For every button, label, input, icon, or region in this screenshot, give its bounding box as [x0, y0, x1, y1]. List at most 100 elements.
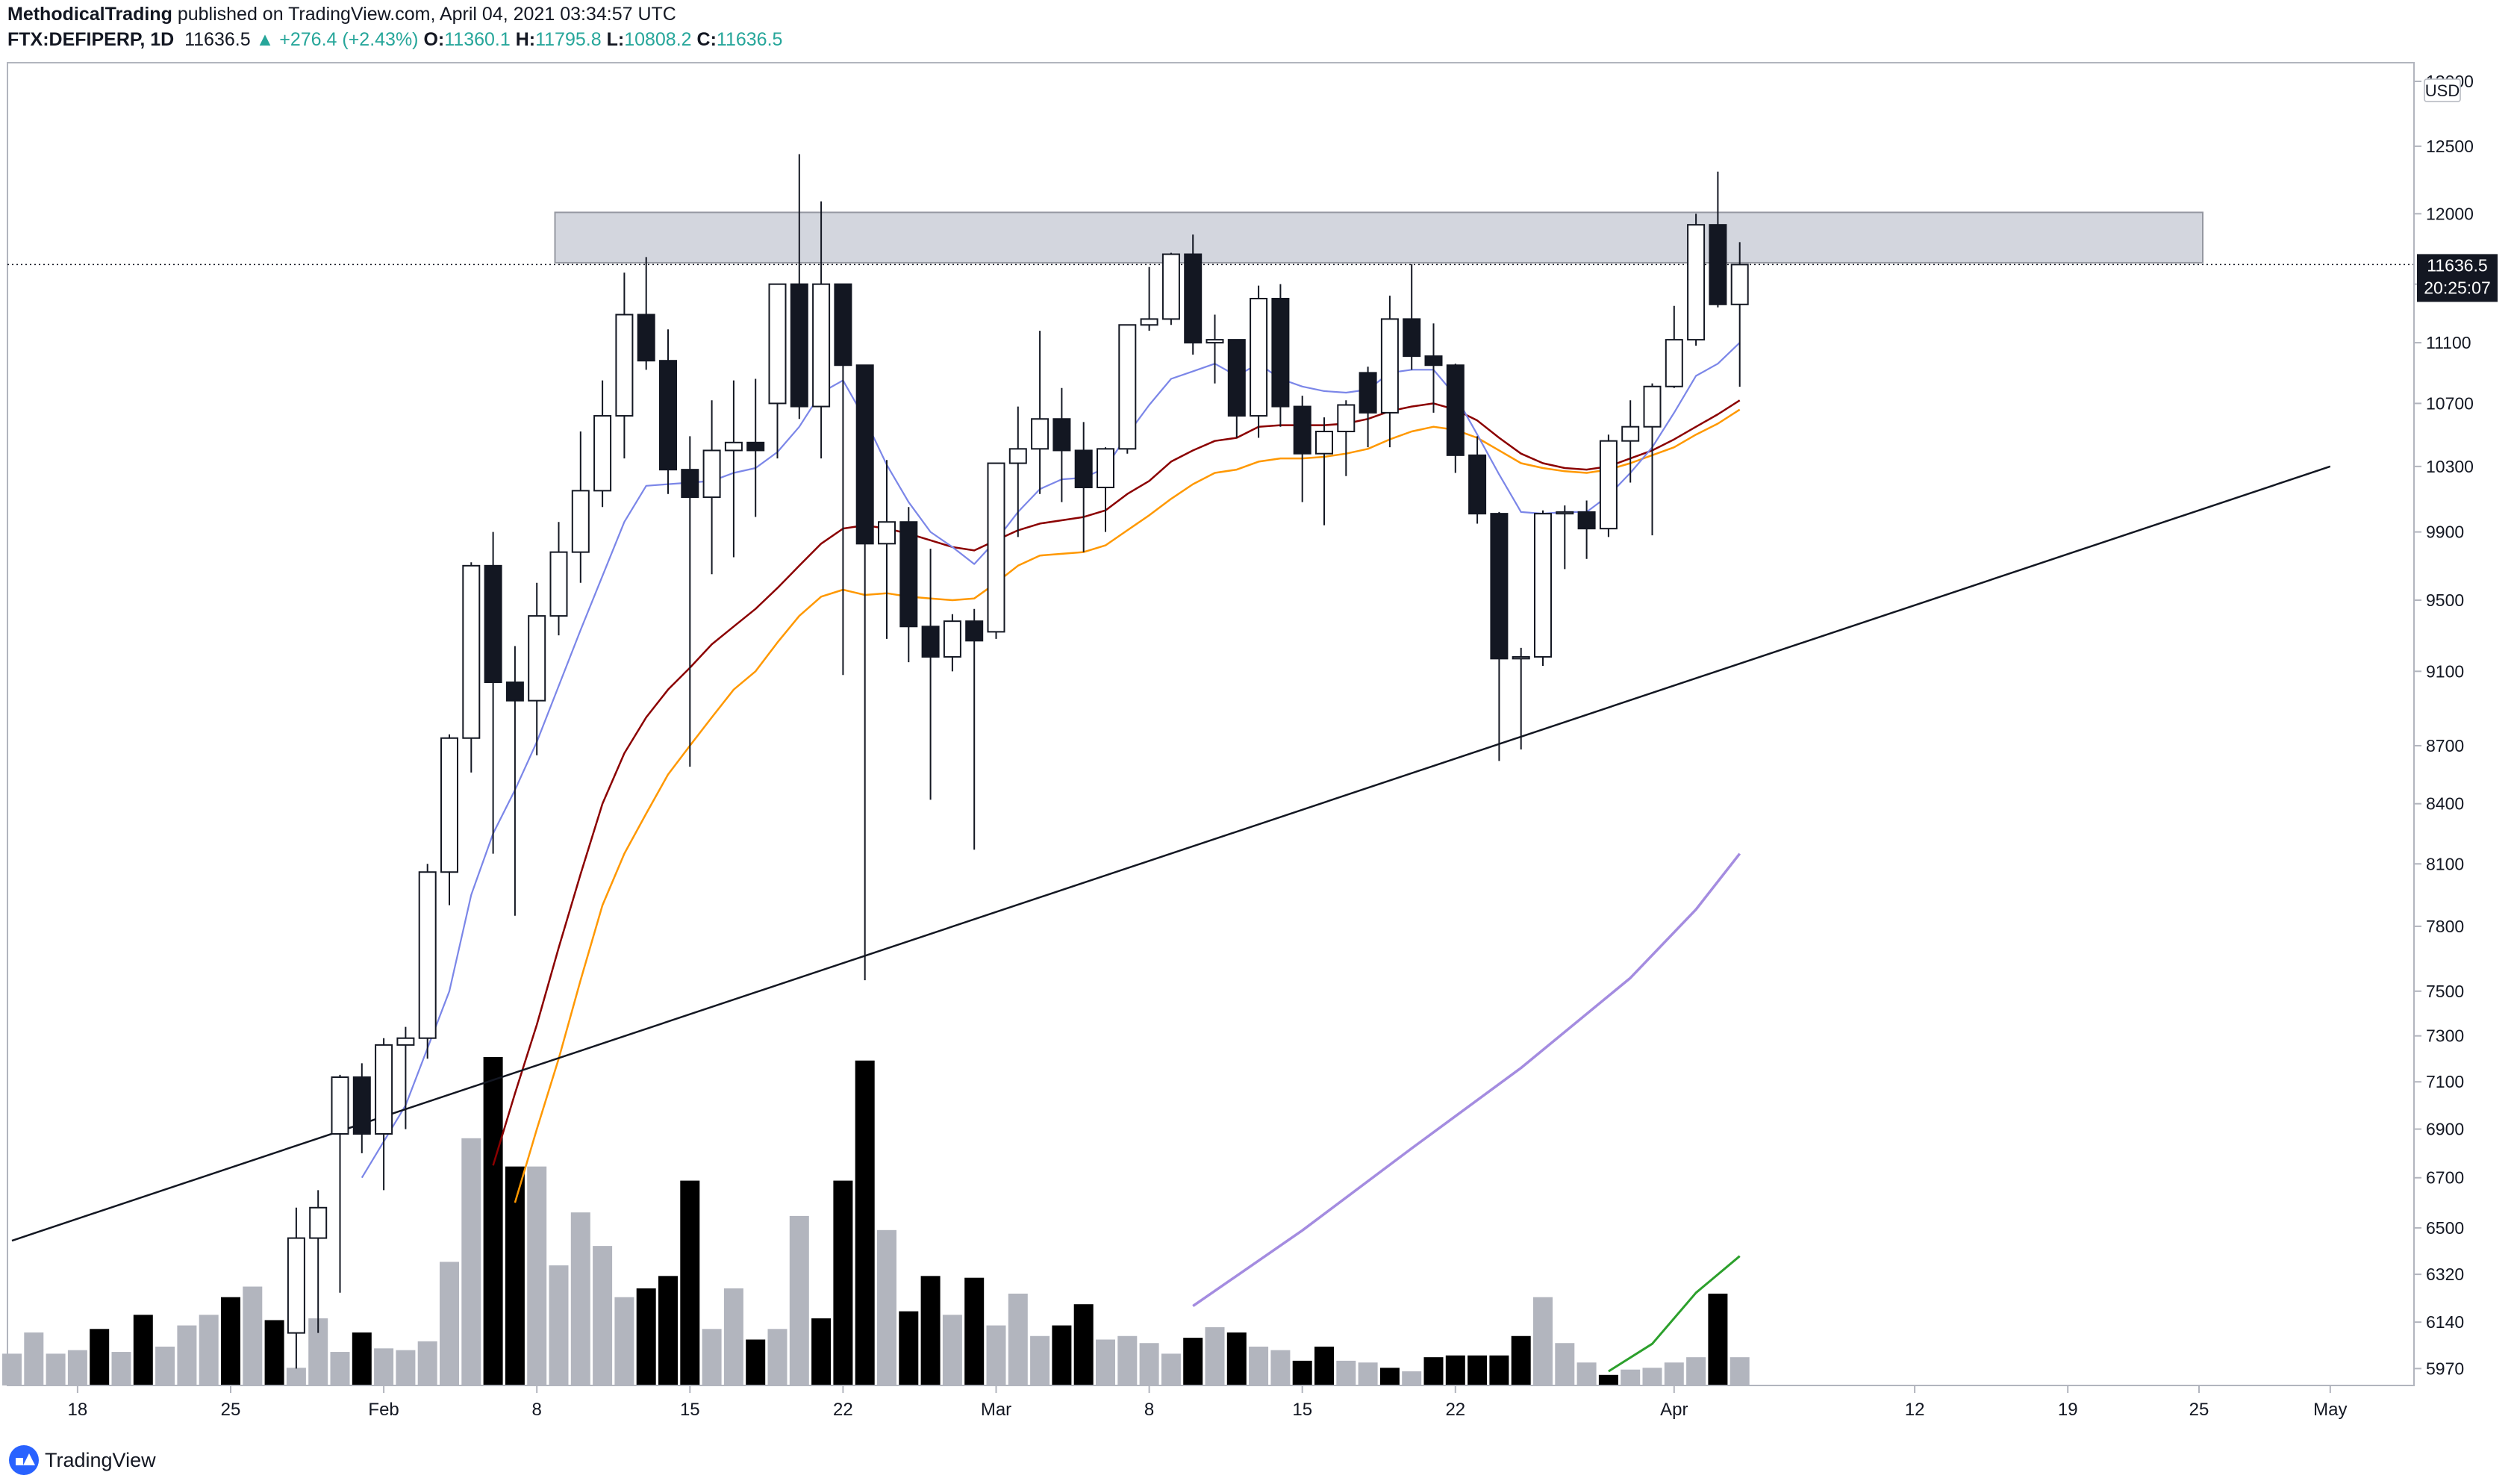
- resistance-zone[interactable]: [554, 211, 2203, 264]
- volume-bar: [1533, 1297, 1553, 1385]
- volume-bar: [1249, 1346, 1269, 1385]
- candle-down: [1577, 511, 1596, 530]
- volume-bar: [90, 1329, 110, 1385]
- currency-label-box: [2424, 78, 2461, 102]
- volume-bar: [1270, 1350, 1291, 1385]
- tradingview-logo[interactable]: TradingView: [9, 1445, 156, 1475]
- volume-bar: [417, 1341, 437, 1385]
- publish-line: MethodicalTrading published on TradingVi…: [7, 3, 676, 25]
- time-axis[interactable]: 18 25 Feb 8 15 22 Mar 8 15 22 Apr 12 19 25 May: [7, 1385, 2414, 1420]
- candle-up: [943, 620, 961, 658]
- candle-up: [1380, 318, 1399, 414]
- candle-down: [899, 521, 918, 628]
- volume-bar: [636, 1288, 656, 1385]
- volume-bar: [833, 1180, 853, 1385]
- candle-up: [1643, 385, 1662, 428]
- price-tick-label: 12000: [2426, 204, 2474, 223]
- volume-bar: [1379, 1368, 1400, 1385]
- time-tick-label: 22: [833, 1400, 853, 1420]
- volume-bar: [767, 1329, 787, 1385]
- volume-bar: [964, 1277, 985, 1385]
- candle-up: [724, 441, 743, 452]
- publisher-name[interactable]: MethodicalTrading: [7, 4, 172, 25]
- high-label: H:: [515, 29, 536, 50]
- price-tick-label: 7500: [2426, 982, 2464, 1001]
- price-tick-label: 8400: [2426, 794, 2464, 814]
- time-tick-label: May: [2313, 1400, 2347, 1420]
- price-tick-label: 6700: [2426, 1168, 2464, 1188]
- volume-bar: [199, 1315, 219, 1385]
- volume-bar: [942, 1315, 962, 1385]
- candle-up: [1621, 425, 1640, 442]
- time-tick-label: Apr: [1660, 1400, 1688, 1420]
- candle-up: [702, 449, 721, 499]
- candle-up: [549, 551, 568, 617]
- volume-bar: [570, 1212, 590, 1385]
- volume-bar: [1030, 1335, 1050, 1385]
- ascending-trendline[interactable]: [11, 465, 2331, 1242]
- candle-down: [505, 681, 524, 702]
- candle-down: [1227, 339, 1246, 417]
- volume-bar: [614, 1297, 634, 1385]
- published-text: published on TradingView.com, April 04, …: [177, 4, 676, 25]
- volume-bar: [1292, 1360, 1312, 1385]
- volume-bar: [67, 1350, 87, 1385]
- candle-down: [1403, 318, 1421, 358]
- candle-down: [1293, 405, 1311, 455]
- candle-up: [571, 490, 590, 553]
- candle-down: [834, 283, 852, 367]
- volume-bar: [1642, 1368, 1662, 1385]
- volume-bar: [1621, 1369, 1641, 1385]
- open-value: 11360.1: [444, 29, 511, 50]
- candle-up: [396, 1037, 415, 1046]
- volume-bar: [986, 1325, 1006, 1385]
- ema-slow-line: [514, 408, 1741, 1203]
- volume-bar: [155, 1346, 175, 1385]
- candle-up: [878, 521, 896, 545]
- volume-bar: [133, 1315, 153, 1385]
- candle-down: [484, 564, 502, 683]
- candle-up: [287, 1237, 305, 1334]
- volume-bar: [549, 1265, 569, 1385]
- last-price-badge: 11636.5 20:25:07: [2417, 254, 2498, 302]
- symbol-label[interactable]: FTX:DEFIPERP, 1D: [7, 29, 175, 50]
- close-label: C:: [696, 29, 717, 50]
- candle-down: [1490, 513, 1509, 660]
- candle-down: [1468, 454, 1487, 515]
- candle-up: [593, 415, 612, 492]
- volume-bars: [2, 1057, 1750, 1385]
- volume-bar: [1664, 1362, 1684, 1385]
- volume-bar: [855, 1060, 875, 1385]
- volume-bar: [396, 1350, 416, 1385]
- volume-bar: [1052, 1325, 1072, 1385]
- candle-up: [615, 314, 634, 417]
- volume-bar: [1139, 1343, 1159, 1385]
- volume-bar: [1555, 1343, 1575, 1385]
- time-tick-label: 15: [1292, 1400, 1312, 1420]
- volume-bar: [1008, 1293, 1028, 1385]
- candle-up: [1599, 440, 1618, 530]
- volume-bar: [177, 1325, 197, 1385]
- price-tick-label: 7300: [2426, 1026, 2464, 1046]
- time-tick-label: Feb: [368, 1400, 399, 1420]
- volume-bar: [111, 1352, 131, 1385]
- price-tick-label: 6140: [2426, 1312, 2464, 1332]
- price-tick-label: 5970: [2426, 1359, 2464, 1378]
- candle-up: [987, 462, 1005, 633]
- last-price-label: 11636.5: [2427, 255, 2487, 275]
- volume-bar: [352, 1332, 372, 1385]
- candle-down: [921, 626, 940, 658]
- volume-bar: [1730, 1357, 1750, 1385]
- volume-bar: [1576, 1362, 1597, 1385]
- candle-down: [1184, 253, 1203, 344]
- time-tick-label: 12: [1905, 1400, 1925, 1420]
- volume-bar: [1686, 1357, 1706, 1385]
- time-tick-label: 18: [68, 1400, 88, 1420]
- close-value: 11636.5: [716, 29, 783, 50]
- volume-bar: [1402, 1371, 1422, 1385]
- candle-down: [965, 620, 984, 642]
- volume-bar: [46, 1353, 66, 1385]
- ema-fast-line: [361, 342, 1741, 1179]
- candle-up: [440, 737, 458, 873]
